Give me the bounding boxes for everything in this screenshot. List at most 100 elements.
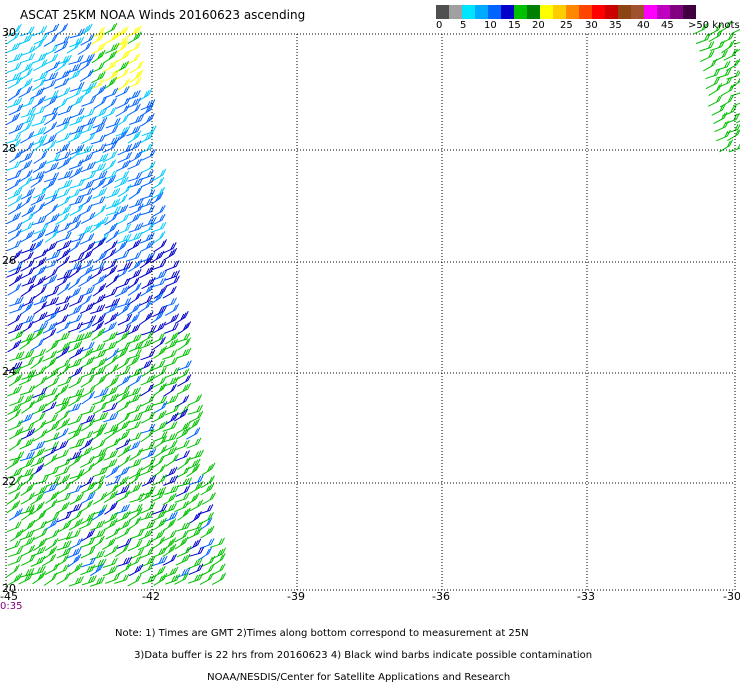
wind-barb xyxy=(33,311,48,324)
wind-barb xyxy=(45,475,61,487)
wind-barb xyxy=(116,527,131,540)
wind-barb xyxy=(103,385,119,398)
wind-barb xyxy=(114,68,130,81)
wind-barb xyxy=(92,274,107,287)
wind-barb xyxy=(189,481,204,494)
wind-barb xyxy=(113,204,129,217)
wind-barb xyxy=(93,387,109,399)
wind-barb xyxy=(7,339,22,353)
wind-barb xyxy=(176,421,191,434)
wind-barb xyxy=(115,438,131,450)
wind-barb xyxy=(129,60,144,74)
wind-barb xyxy=(19,529,35,541)
wind-barb xyxy=(125,386,141,398)
wind-barb xyxy=(103,511,119,524)
wind-barb xyxy=(733,102,740,107)
wind-barb xyxy=(89,219,104,234)
wind-barb xyxy=(44,203,58,218)
wind-barb xyxy=(67,220,82,234)
wind-barb xyxy=(186,463,200,478)
wind-barb xyxy=(693,22,709,35)
wind-barb xyxy=(69,81,85,92)
wind-barb xyxy=(92,357,107,370)
wind-barb xyxy=(102,402,118,413)
wind-barb xyxy=(138,528,154,541)
wind-barb xyxy=(201,462,216,476)
wind-barb xyxy=(188,474,204,486)
wind-barb xyxy=(90,196,106,207)
wind-barb xyxy=(89,576,105,587)
wind-barb xyxy=(18,412,34,424)
wind-barb xyxy=(153,401,168,414)
wind-barb xyxy=(127,177,144,188)
wind-barb xyxy=(117,151,133,164)
wind-barb xyxy=(114,26,129,39)
wind-barb xyxy=(174,536,189,550)
wind-barb xyxy=(8,508,23,521)
wind-barb xyxy=(43,413,59,425)
wind-barb xyxy=(42,350,57,362)
wind-barb xyxy=(44,213,60,225)
wind-barb xyxy=(102,259,118,272)
wind-barb xyxy=(79,233,95,245)
wind-barb xyxy=(18,221,34,234)
wind-barb xyxy=(67,321,83,333)
wind-barb xyxy=(175,567,191,579)
wind-barb xyxy=(44,23,60,35)
wind-barb xyxy=(104,423,119,435)
wind-barb xyxy=(33,285,47,299)
wind-barb xyxy=(54,427,69,441)
wind-barb xyxy=(127,367,143,379)
wind-barb xyxy=(126,302,141,316)
legend-swatch xyxy=(657,5,670,19)
wind-barb xyxy=(126,125,141,137)
wind-barb xyxy=(68,376,83,389)
wind-barb xyxy=(17,121,32,135)
wind-barb xyxy=(188,410,204,423)
wind-barb xyxy=(699,41,715,52)
wind-barb xyxy=(90,520,106,531)
wind-barb xyxy=(57,156,72,170)
wind-barb xyxy=(104,483,119,498)
wind-barb xyxy=(19,357,35,369)
wind-barb xyxy=(91,293,106,306)
wind-barb xyxy=(65,529,81,540)
wind-barb xyxy=(19,301,34,316)
wind-barb xyxy=(8,437,23,452)
wind-barb xyxy=(19,567,35,578)
wind-barb xyxy=(705,68,721,80)
wind-barb xyxy=(78,224,93,237)
wind-barb xyxy=(141,216,157,228)
wind-barb xyxy=(20,544,36,557)
wind-barb xyxy=(103,22,118,36)
wind-barb xyxy=(7,187,23,200)
wind-barb xyxy=(21,275,37,287)
wind-barb xyxy=(163,383,177,397)
wind-barb xyxy=(201,492,216,505)
wind-barb xyxy=(90,529,106,540)
wind-barb xyxy=(21,507,35,521)
wind-barb xyxy=(126,333,142,345)
wind-barb xyxy=(44,161,59,174)
wind-barb xyxy=(140,222,155,235)
wind-barb xyxy=(79,455,95,468)
wind-barb xyxy=(117,184,132,198)
longitude-label: -42 xyxy=(142,590,160,603)
wind-barb xyxy=(19,504,35,515)
wind-barb xyxy=(20,230,35,243)
latitude-label: 24 xyxy=(2,365,16,378)
wind-barb xyxy=(727,128,740,142)
wind-barb xyxy=(68,393,83,407)
wind-barb xyxy=(33,474,49,485)
wind-barb xyxy=(31,366,47,378)
wind-barb xyxy=(67,261,83,272)
wind-barb xyxy=(18,468,34,479)
wind-barb xyxy=(152,336,166,351)
wind-barb xyxy=(188,546,205,557)
wind-barb xyxy=(115,430,130,443)
wind-barb xyxy=(153,435,167,449)
wind-barb xyxy=(188,521,204,532)
wind-barb xyxy=(7,366,22,379)
wind-barb xyxy=(69,115,85,126)
wind-barb xyxy=(55,409,70,424)
